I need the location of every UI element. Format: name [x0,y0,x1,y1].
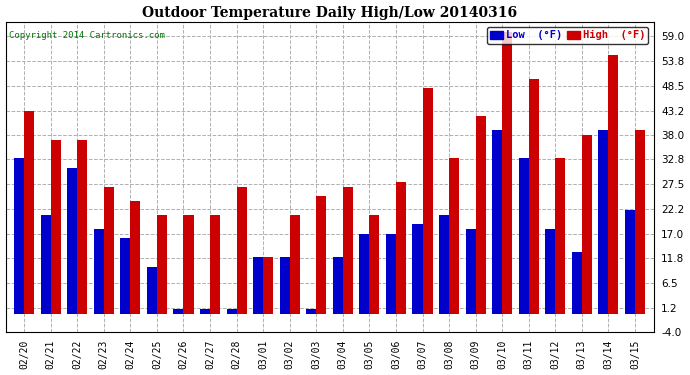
Bar [422,88,433,314]
Bar [14,159,24,314]
Bar [598,130,609,314]
Bar [41,215,50,314]
Bar [316,196,326,314]
Bar [359,234,369,314]
Bar [555,159,565,314]
Bar [173,309,184,314]
Bar [77,140,88,314]
Bar [130,201,141,314]
Bar [200,309,210,314]
Bar [413,224,422,314]
Bar [609,55,618,314]
Bar [449,159,459,314]
Legend: Low  (°F), High  (°F): Low (°F), High (°F) [487,27,649,44]
Bar [545,229,555,314]
Bar [386,234,396,314]
Bar [333,257,343,313]
Bar [582,135,592,314]
Bar [157,215,167,314]
Bar [369,215,380,314]
Bar [104,187,114,314]
Bar [396,182,406,314]
Bar [306,309,316,314]
Bar [279,257,290,313]
Bar [120,238,130,314]
Bar [253,257,263,313]
Bar [24,111,34,314]
Bar [529,78,539,314]
Bar [635,130,645,314]
Bar [343,187,353,314]
Bar [237,187,247,314]
Text: Copyright 2014 Cartronics.com: Copyright 2014 Cartronics.com [9,32,165,40]
Bar [50,140,61,314]
Bar [475,116,486,314]
Bar [439,215,449,314]
Bar [625,210,635,314]
Bar [184,215,194,314]
Bar [147,267,157,314]
Bar [502,32,512,314]
Bar [519,159,529,314]
Bar [226,309,237,314]
Bar [94,229,104,314]
Bar [210,215,220,314]
Bar [290,215,300,314]
Bar [492,130,502,314]
Bar [67,168,77,314]
Bar [263,257,273,313]
Bar [466,229,475,314]
Title: Outdoor Temperature Daily High/Low 20140316: Outdoor Temperature Daily High/Low 20140… [142,6,517,20]
Bar [572,252,582,314]
